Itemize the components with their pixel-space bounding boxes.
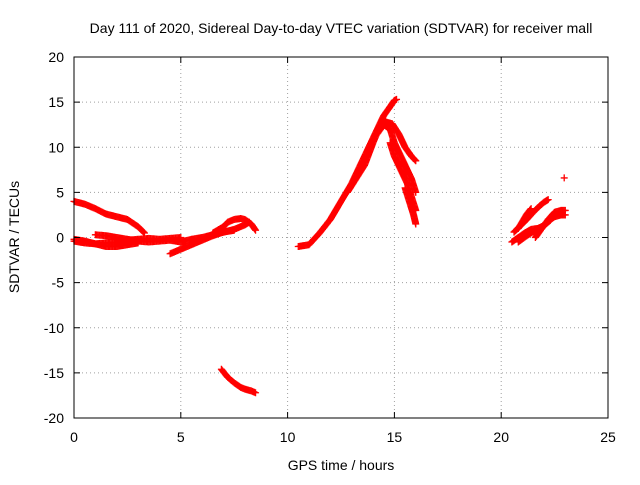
y-tick-label: -20	[44, 410, 64, 426]
data-point-marker	[544, 196, 552, 204]
series-track-5	[166, 226, 238, 258]
series-track-10	[373, 121, 420, 196]
x-tick-label: 15	[387, 429, 403, 445]
y-axis-label: SDTVAR / TECUs	[6, 181, 22, 293]
x-tick-label: 20	[493, 429, 509, 445]
y-tick-label: -15	[44, 365, 64, 381]
y-tick-label: 20	[48, 49, 64, 65]
x-axis-label: GPS time / hours	[288, 457, 395, 473]
y-tick-label: 0	[56, 230, 64, 246]
series-track-6	[209, 215, 260, 237]
series-track-8	[294, 95, 401, 251]
data-point-marker	[411, 156, 419, 164]
y-tick-label: 15	[48, 94, 64, 110]
data-point-marker	[252, 389, 260, 397]
data-point-marker	[412, 157, 420, 165]
y-tick-label: -10	[44, 320, 64, 336]
data-points	[70, 95, 569, 397]
data-point-marker	[140, 228, 148, 236]
series-track-16	[531, 206, 569, 241]
series-track-17	[514, 205, 535, 232]
data-point-marker	[412, 220, 420, 228]
data-point-marker	[393, 95, 401, 103]
data-point-marker	[410, 155, 418, 163]
data-point-marker	[527, 205, 535, 213]
data-point-marker	[526, 206, 534, 214]
data-point-marker	[139, 227, 147, 235]
chart-title: Day 111 of 2020, Sidereal Day-to-day VTE…	[90, 20, 593, 36]
x-tick-label: 5	[177, 429, 185, 445]
series-track-9	[343, 118, 420, 196]
data-point-marker	[252, 226, 260, 234]
y-tick-label: 5	[56, 184, 64, 200]
x-tick-label: 0	[70, 429, 78, 445]
series-track-11	[386, 139, 420, 214]
data-point-marker	[561, 206, 569, 214]
series-track-7	[217, 365, 260, 397]
x-tick-label: 10	[280, 429, 296, 445]
x-tick-label: 25	[600, 429, 616, 445]
series-outlier	[560, 174, 568, 182]
series-track-12	[401, 184, 420, 228]
series-track-1	[70, 197, 148, 237]
axis-ticks: 0 5 10 15 20 25 -20 -15 -10 -5 0 5 10 15 20	[44, 49, 616, 445]
y-tick-label: -5	[52, 275, 65, 291]
y-tick-label: 10	[48, 139, 64, 155]
data-point-marker	[230, 226, 238, 234]
data-point-marker	[560, 174, 568, 182]
